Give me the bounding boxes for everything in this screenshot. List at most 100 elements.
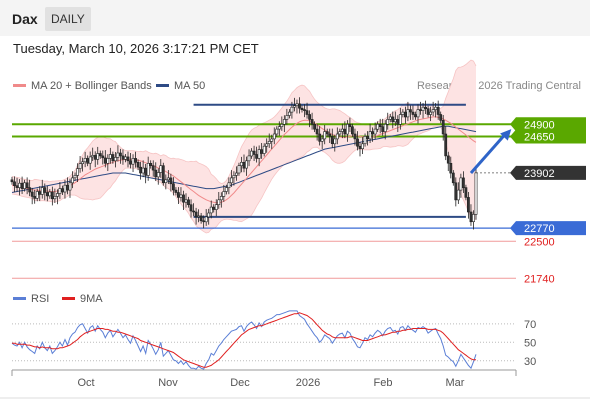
level-label-21740: 21740 bbox=[524, 273, 555, 285]
candle-body bbox=[275, 128, 279, 135]
candle-body bbox=[98, 153, 102, 157]
candle-body bbox=[277, 126, 281, 130]
candle-body bbox=[373, 128, 377, 135]
x-tick-label-nov: Nov bbox=[158, 377, 178, 389]
candle-body bbox=[434, 106, 438, 110]
legend-9ma-label: 9MA bbox=[80, 293, 103, 305]
candle-body bbox=[353, 133, 357, 140]
candle-body bbox=[444, 133, 448, 157]
candle-body bbox=[451, 172, 455, 184]
candle-body bbox=[131, 158, 135, 165]
candle-body bbox=[310, 119, 314, 125]
candle-body bbox=[204, 216, 208, 223]
candle-body bbox=[174, 189, 178, 193]
candle-body bbox=[388, 116, 392, 120]
candle-body bbox=[111, 154, 115, 162]
candle-body bbox=[408, 109, 412, 113]
candle-body bbox=[272, 133, 276, 140]
top-bar: Dax DAILY bbox=[0, 0, 590, 36]
candle-body bbox=[265, 143, 269, 147]
candle-body bbox=[78, 163, 82, 169]
rsi-tick-label: 30 bbox=[524, 356, 536, 368]
candle-body bbox=[45, 192, 49, 197]
candle-body bbox=[391, 116, 395, 123]
candle-body bbox=[13, 181, 16, 187]
x-tick-label-oct: Oct bbox=[77, 377, 94, 389]
period-selector-button[interactable]: DAILY bbox=[45, 7, 91, 31]
rsi-9ma-line bbox=[12, 312, 476, 368]
level-label-24900: 24900 bbox=[524, 119, 555, 131]
timestamp: Tuesday, March 10, 2026 3:17:21 PM CET bbox=[13, 41, 259, 56]
candle-body bbox=[333, 138, 337, 145]
candle-body bbox=[441, 120, 445, 135]
bollinger-swatch bbox=[13, 83, 26, 87]
candle-body bbox=[461, 177, 465, 188]
candle-body bbox=[255, 154, 259, 159]
candle-body bbox=[340, 128, 344, 132]
candle-body bbox=[106, 158, 110, 164]
level-label-24650-tag bbox=[510, 129, 586, 144]
candle-body bbox=[363, 136, 367, 144]
candle-body bbox=[411, 111, 415, 115]
candle-body bbox=[348, 124, 352, 128]
candle-body bbox=[114, 157, 117, 162]
candle-body bbox=[305, 110, 309, 115]
candle-body bbox=[83, 158, 87, 163]
candle-body bbox=[472, 214, 475, 222]
bollinger-upper-line bbox=[11, 59, 477, 185]
candle-body bbox=[330, 136, 334, 144]
rsi-tick-label: 50 bbox=[524, 337, 536, 349]
candle-body bbox=[419, 109, 422, 111]
forecast-arrow-shaft bbox=[469, 133, 507, 174]
level-label-23902: 23902 bbox=[524, 168, 555, 180]
candle-body bbox=[426, 108, 430, 115]
x-tick-label-2026: 2026 bbox=[296, 377, 320, 389]
level-label-22500: 22500 bbox=[524, 236, 555, 248]
candle-body bbox=[126, 156, 130, 162]
candle-body bbox=[356, 138, 359, 147]
candle-body bbox=[300, 107, 304, 110]
x-tick-label-feb: Feb bbox=[374, 377, 393, 389]
candle-body bbox=[361, 143, 364, 150]
candle-body bbox=[358, 145, 362, 149]
candle-body bbox=[378, 124, 382, 128]
candle-body bbox=[197, 215, 201, 218]
candle-body bbox=[60, 188, 64, 193]
candle-body bbox=[86, 158, 90, 164]
candle-body bbox=[146, 163, 150, 176]
candle-body bbox=[416, 109, 420, 118]
level-label-24650: 24650 bbox=[524, 131, 555, 143]
candle-body bbox=[96, 153, 100, 160]
candle-body bbox=[50, 191, 54, 200]
candle-body bbox=[466, 197, 470, 213]
candle-body bbox=[101, 155, 105, 159]
candle-body bbox=[247, 155, 251, 162]
ma50-swatch bbox=[156, 83, 169, 87]
candle-body bbox=[23, 182, 27, 189]
candle-body bbox=[121, 155, 125, 160]
candle-body bbox=[303, 109, 306, 111]
candle-body bbox=[474, 172, 478, 215]
candle-body bbox=[250, 150, 254, 157]
level-label-22770-tag bbox=[510, 221, 586, 236]
candle-body bbox=[456, 189, 460, 201]
candle-body bbox=[298, 103, 301, 109]
candle-body bbox=[43, 187, 47, 193]
candle-body bbox=[219, 196, 223, 201]
ma9-swatch bbox=[62, 296, 75, 300]
candle-body bbox=[38, 191, 42, 195]
candle-body bbox=[48, 191, 52, 197]
candle-body bbox=[282, 119, 286, 125]
legend-ma50-label: MA 50 bbox=[174, 80, 206, 92]
candle-body bbox=[368, 131, 372, 140]
candle-body bbox=[323, 131, 327, 140]
candle-body bbox=[25, 182, 29, 189]
legend-9ma: 9MA bbox=[62, 293, 103, 305]
candle-body bbox=[398, 114, 402, 125]
candle-body bbox=[287, 111, 291, 116]
candle-body bbox=[81, 161, 85, 165]
candle-body bbox=[103, 157, 107, 164]
candle-body bbox=[262, 145, 266, 154]
candle-body bbox=[270, 138, 274, 142]
